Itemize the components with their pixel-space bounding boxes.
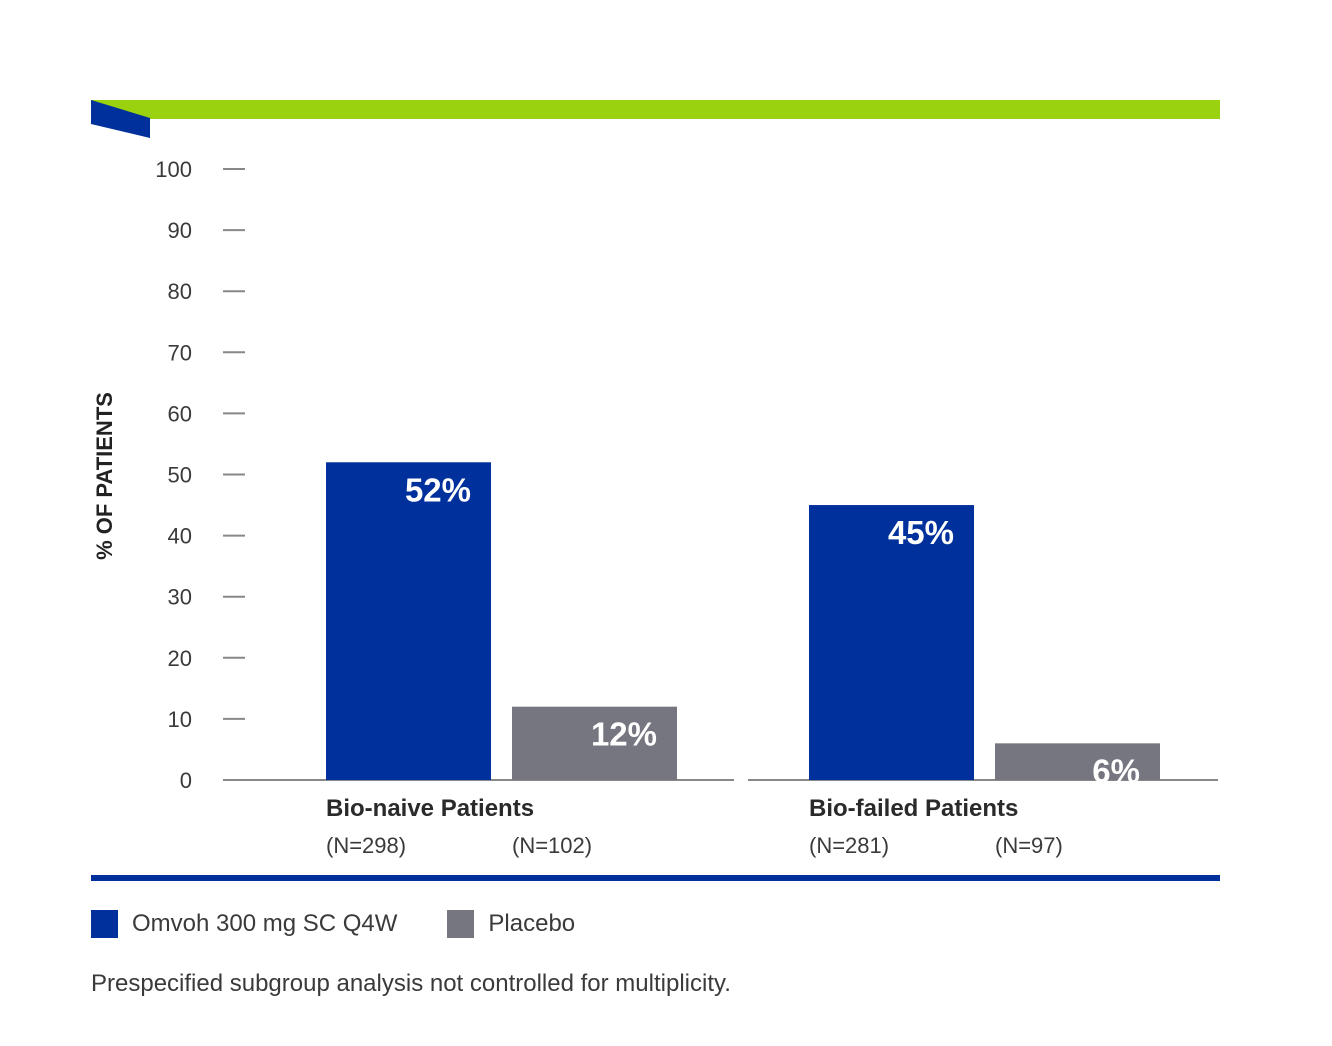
- legend: Omvoh 300 mg SC Q4W Placebo: [91, 910, 625, 938]
- bar-1-1: [326, 462, 491, 780]
- header-band: [91, 100, 1220, 119]
- legend-label-omvoh: Omvoh 300 mg SC Q4W: [132, 910, 398, 937]
- y-tick-label-30: 30: [168, 585, 192, 610]
- bar-label-1-1: 52%: [405, 471, 471, 508]
- y-tick-label-10: 10: [168, 707, 192, 732]
- y-tick-label-60: 60: [168, 401, 192, 426]
- divider-line: [91, 875, 1220, 881]
- bar-1-2: [512, 706, 677, 780]
- chart-svg: 0 10 20 30 40 50 60 70 80 90 100 % OF PATIENTS 52% (N…: [91, 100, 1220, 881]
- bar-label-1-2: 12%: [591, 716, 657, 753]
- y-tick-label-80: 80: [168, 279, 192, 304]
- category-label-2: Bio-failed Patients: [809, 795, 1018, 822]
- n-label-2-1: (N=281): [809, 833, 889, 858]
- legend-swatch-omvoh: [91, 910, 118, 938]
- bar-label-2-1: 45%: [888, 514, 954, 551]
- footnote: Prespecified subgroup analysis not contr…: [91, 970, 731, 997]
- n-label-1-1: (N=298): [326, 833, 406, 858]
- y-tick-label-50: 50: [168, 463, 192, 488]
- n-label-2-2: (N=97): [995, 833, 1063, 858]
- header-accent: [91, 100, 150, 138]
- bar-label-2-2: 6%: [1092, 752, 1140, 789]
- legend-label-placebo: Placebo: [488, 910, 576, 937]
- legend-item-placebo: Placebo: [447, 910, 575, 938]
- bar-2-1: [809, 505, 974, 780]
- y-tick-label-0: 0: [180, 768, 192, 793]
- y-tick-label-40: 40: [168, 524, 192, 549]
- y-tick-label-90: 90: [168, 218, 192, 243]
- legend-item-omvoh: Omvoh 300 mg SC Q4W: [91, 910, 397, 938]
- legend-swatch-placebo: [447, 910, 475, 938]
- n-label-1-2: (N=102): [512, 833, 592, 858]
- y-tick-label-100: 100: [155, 157, 192, 182]
- bar-2-2: [995, 743, 1160, 780]
- y-axis-title: % OF PATIENTS: [92, 392, 117, 560]
- category-label-1: Bio-naive Patients: [326, 795, 534, 822]
- y-tick-label-70: 70: [168, 340, 192, 365]
- y-tick-label-20: 20: [168, 646, 192, 671]
